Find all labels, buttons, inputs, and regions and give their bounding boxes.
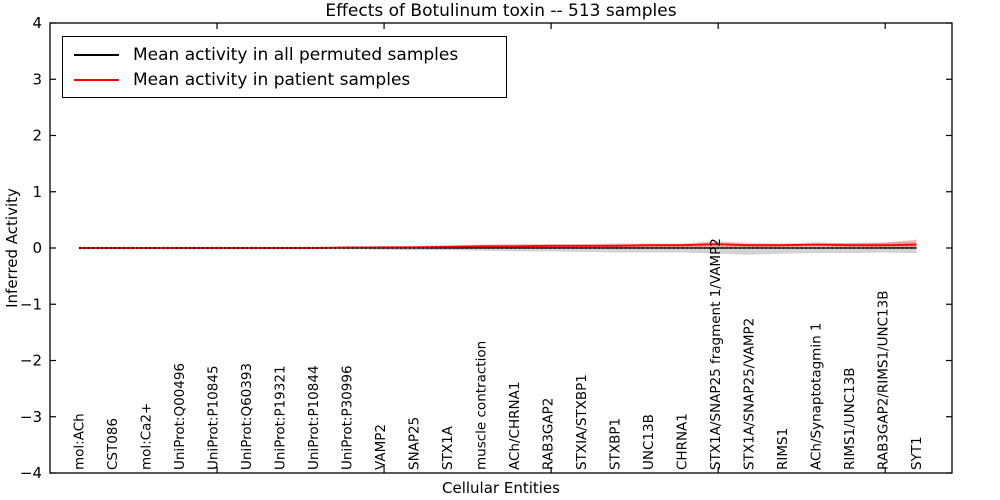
chart-title: Effects of Botulinum toxin -- 513 sample… xyxy=(325,1,677,21)
y-tick-label: 4 xyxy=(32,14,42,32)
x-category-label: RIMS1/UNC13B xyxy=(842,367,858,470)
x-category-label: STX1A/SNAP25 fragment 1/VAMP2 xyxy=(708,238,724,470)
x-axis-label: Cellular Entities xyxy=(442,479,560,497)
x-category-label: UniProt:P10844 xyxy=(306,365,322,470)
x-category-label: RAB3GAP2/RIMS1/UNC13B xyxy=(876,291,892,470)
permuted-line-swatch xyxy=(74,53,119,56)
y-tick-label: −1 xyxy=(20,295,42,313)
x-category-label: UniProt:P30996 xyxy=(340,365,356,470)
patient-confidence-band xyxy=(79,239,917,250)
legend-label-patient: Mean activity in patient samples xyxy=(133,69,411,90)
x-category-label: CHRNA1 xyxy=(675,413,691,470)
y-tick-label: 1 xyxy=(32,183,42,201)
legend: Mean activity in all permuted samples Me… xyxy=(62,36,507,98)
y-tick-label: −4 xyxy=(20,464,42,482)
legend-item-patient: Mean activity in patient samples xyxy=(63,67,506,92)
y-tick-label: −2 xyxy=(20,352,42,370)
x-category-label: UniProt:Q60393 xyxy=(239,363,255,470)
x-category-label: SYT1 xyxy=(909,436,925,470)
x-category-label: STXBP1 xyxy=(608,418,624,470)
x-category-label: STX1A/SNAP25/VAMP2 xyxy=(742,318,758,470)
x-category-label: CST086 xyxy=(105,418,121,470)
x-category-label: UNC13B xyxy=(641,414,657,470)
x-category-label: STXIA/STXBP1 xyxy=(574,374,590,470)
y-tick-label: 2 xyxy=(32,127,42,145)
x-category-label: RIMS1 xyxy=(775,428,791,470)
x-category-label: VAMP2 xyxy=(373,424,389,470)
x-category-label: mol:Ca2+ xyxy=(139,403,155,470)
x-category-label: RAB3GAP2 xyxy=(541,398,557,470)
x-category-label: UniProt:P10845 xyxy=(206,365,222,470)
legend-label-permuted: Mean activity in all permuted samples xyxy=(133,44,459,65)
y-tick-label: 3 xyxy=(32,70,42,88)
y-tick-label: −3 xyxy=(20,408,42,426)
x-category-label: ACh/CHRNA1 xyxy=(507,382,523,470)
x-category-label: UniProt:P19321 xyxy=(273,365,289,470)
y-axis-label: Inferred Activity xyxy=(3,188,21,308)
y-tick-label: 0 xyxy=(32,239,42,257)
patient-line-swatch xyxy=(74,78,119,81)
patient-mean-line xyxy=(79,243,917,249)
x-category-label: STX1A xyxy=(440,425,456,470)
x-category-label: muscle contraction xyxy=(474,341,490,470)
x-category-label: SNAP25 xyxy=(407,417,423,470)
x-category-label: mol:ACh xyxy=(72,413,88,470)
legend-item-permuted: Mean activity in all permuted samples xyxy=(63,42,506,67)
x-category-label: ACh/Synaptotagmin 1 xyxy=(809,322,825,470)
x-category-label: UniProt:Q00496 xyxy=(172,363,188,470)
